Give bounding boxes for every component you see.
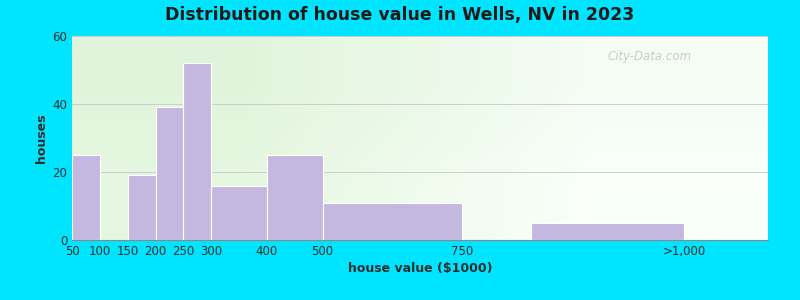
Bar <box>128 176 155 240</box>
Bar <box>155 107 183 240</box>
Bar <box>322 202 462 240</box>
Bar <box>531 223 685 240</box>
Bar <box>211 186 267 240</box>
Y-axis label: houses: houses <box>35 113 48 163</box>
Bar <box>183 63 211 240</box>
Text: City-Data.com: City-Data.com <box>608 50 692 63</box>
Text: Distribution of house value in Wells, NV in 2023: Distribution of house value in Wells, NV… <box>166 6 634 24</box>
Bar <box>267 155 322 240</box>
X-axis label: house value ($1000): house value ($1000) <box>348 262 492 275</box>
Bar <box>72 155 100 240</box>
